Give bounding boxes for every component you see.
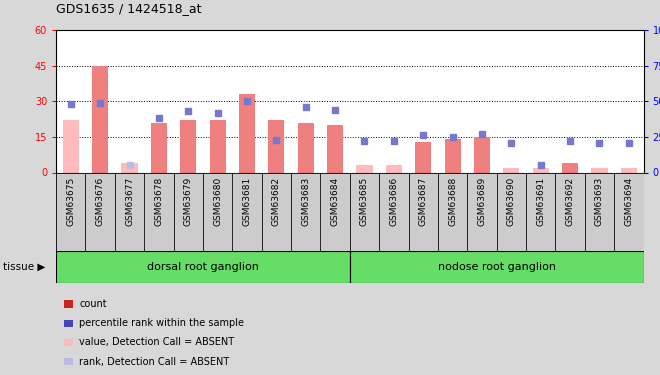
Bar [526, 172, 556, 251]
Text: GSM63675: GSM63675 [66, 177, 75, 226]
Text: percentile rank within the sample: percentile rank within the sample [79, 318, 244, 328]
Bar [562, 163, 578, 172]
Bar [174, 172, 203, 251]
Bar [151, 123, 167, 172]
Bar [386, 165, 402, 172]
Text: GSM63680: GSM63680 [213, 177, 222, 226]
Bar [121, 163, 137, 172]
Bar [556, 172, 585, 251]
Bar [180, 120, 196, 172]
Bar [64, 358, 73, 365]
Bar [64, 320, 73, 327]
Bar [533, 168, 548, 172]
Text: GSM63679: GSM63679 [183, 177, 193, 226]
Bar [86, 172, 115, 251]
Bar [350, 172, 379, 251]
Bar [291, 172, 321, 251]
Text: GSM63686: GSM63686 [389, 177, 399, 226]
Text: GSM63681: GSM63681 [242, 177, 251, 226]
Text: GSM63690: GSM63690 [507, 177, 516, 226]
Text: count: count [79, 299, 107, 309]
Bar [585, 172, 614, 251]
Text: GSM63694: GSM63694 [624, 177, 634, 226]
Text: GSM63685: GSM63685 [360, 177, 369, 226]
Bar [474, 137, 490, 172]
Bar [614, 172, 644, 251]
Bar [203, 172, 232, 251]
Bar [92, 66, 108, 172]
Text: nodose root ganglion: nodose root ganglion [438, 262, 556, 272]
Text: rank, Detection Call = ABSENT: rank, Detection Call = ABSENT [79, 357, 230, 367]
Text: tissue ▶: tissue ▶ [3, 262, 46, 272]
Bar [496, 172, 526, 251]
Text: GSM63682: GSM63682 [272, 177, 281, 226]
Text: GSM63678: GSM63678 [154, 177, 164, 226]
Text: GSM63693: GSM63693 [595, 177, 604, 226]
Text: GSM63677: GSM63677 [125, 177, 134, 226]
Bar [115, 172, 144, 251]
Text: value, Detection Call = ABSENT: value, Detection Call = ABSENT [79, 338, 234, 347]
Bar [591, 168, 607, 172]
Text: GSM63684: GSM63684 [331, 177, 340, 226]
Bar [232, 172, 261, 251]
Text: GSM63691: GSM63691 [536, 177, 545, 226]
Text: GDS1635 / 1424518_at: GDS1635 / 1424518_at [56, 2, 201, 15]
Bar [269, 120, 284, 172]
Text: dorsal root ganglion: dorsal root ganglion [147, 262, 259, 272]
Bar [438, 172, 467, 251]
Bar [379, 172, 409, 251]
Bar [350, 251, 644, 283]
Bar [63, 120, 79, 172]
Bar [321, 172, 350, 251]
Bar [415, 142, 431, 172]
Text: GSM63676: GSM63676 [96, 177, 105, 226]
Bar [210, 120, 226, 172]
Text: GSM63687: GSM63687 [418, 177, 428, 226]
Text: GSM63689: GSM63689 [477, 177, 486, 226]
Bar [445, 139, 461, 172]
Bar [64, 339, 73, 346]
Bar [56, 172, 86, 251]
Bar [56, 251, 350, 283]
Bar [64, 300, 73, 307]
Text: GSM63692: GSM63692 [566, 177, 575, 226]
Bar [298, 123, 314, 172]
Bar [504, 168, 519, 172]
Bar [467, 172, 496, 251]
Bar [621, 168, 637, 172]
Text: GSM63688: GSM63688 [448, 177, 457, 226]
Text: GSM63683: GSM63683 [301, 177, 310, 226]
Bar [356, 165, 372, 172]
Bar [327, 125, 343, 172]
Bar [144, 172, 174, 251]
Bar [409, 172, 438, 251]
Bar [239, 94, 255, 172]
Bar [261, 172, 291, 251]
